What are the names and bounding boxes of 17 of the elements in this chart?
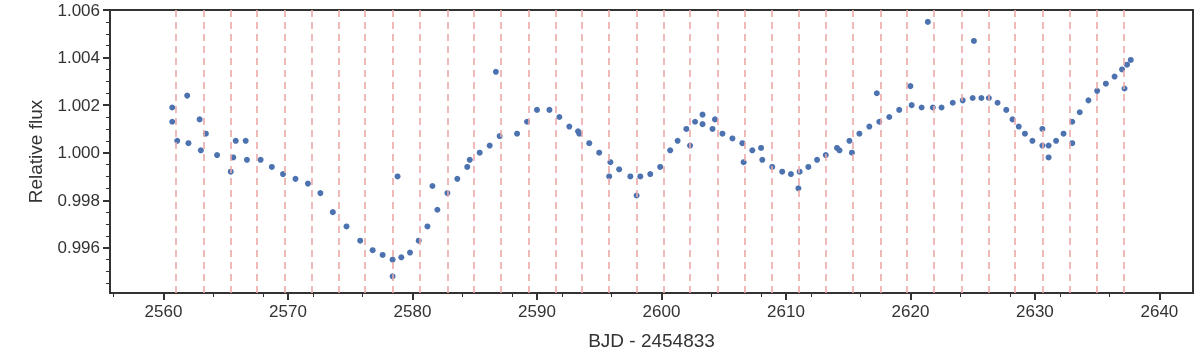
- y-tick-label: 0.996: [57, 238, 100, 258]
- y-tick-label: 0.998: [57, 190, 100, 210]
- y-tick-label: 1.006: [57, 0, 100, 20]
- x-tick-label: 2600: [642, 302, 681, 321]
- x-tick-label: 2570: [269, 302, 307, 321]
- y-tick-label: 1.004: [57, 48, 100, 68]
- y-axis-title: Relative flux: [25, 99, 46, 204]
- x-tick-label: 2630: [1015, 302, 1054, 321]
- x-tick-label: 2620: [891, 302, 930, 321]
- x-tick-label: 2610: [767, 302, 805, 321]
- x-tick-label: 2640: [1140, 302, 1179, 321]
- x-tick-label: 2590: [518, 302, 556, 321]
- y-tick-label: 1.000: [57, 143, 100, 163]
- x-tick-label: 2580: [393, 302, 432, 321]
- x-tick-label: 2560: [144, 302, 183, 321]
- x-axis-title: BJD - 2454833: [588, 330, 715, 351]
- y-tick-label: 1.002: [57, 95, 100, 115]
